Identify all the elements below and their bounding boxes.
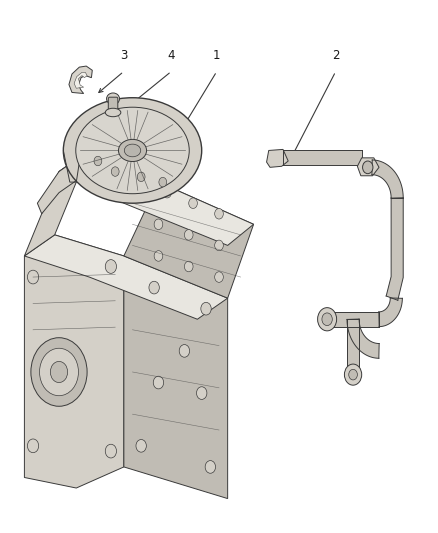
Polygon shape xyxy=(25,150,89,256)
Circle shape xyxy=(154,251,163,261)
Circle shape xyxy=(184,230,193,240)
Circle shape xyxy=(215,272,223,282)
Circle shape xyxy=(184,261,193,272)
Ellipse shape xyxy=(76,107,189,193)
Circle shape xyxy=(179,344,190,357)
Ellipse shape xyxy=(118,140,147,161)
Circle shape xyxy=(153,376,164,389)
Circle shape xyxy=(28,270,39,284)
Circle shape xyxy=(349,369,357,380)
Circle shape xyxy=(205,461,215,473)
Polygon shape xyxy=(347,319,379,358)
Circle shape xyxy=(215,208,223,219)
Text: 2: 2 xyxy=(332,49,339,62)
Circle shape xyxy=(363,161,373,174)
Circle shape xyxy=(31,338,87,406)
Circle shape xyxy=(50,361,67,383)
Circle shape xyxy=(94,156,102,166)
Circle shape xyxy=(111,167,119,176)
Circle shape xyxy=(322,313,332,326)
Polygon shape xyxy=(124,256,228,498)
Polygon shape xyxy=(59,150,254,245)
Polygon shape xyxy=(372,160,403,198)
Ellipse shape xyxy=(105,108,121,117)
Polygon shape xyxy=(25,235,228,319)
Polygon shape xyxy=(357,158,379,176)
Circle shape xyxy=(137,172,145,182)
Polygon shape xyxy=(69,66,92,93)
Polygon shape xyxy=(37,150,89,214)
Text: 4: 4 xyxy=(168,49,175,62)
Polygon shape xyxy=(74,72,87,88)
Circle shape xyxy=(189,198,198,208)
Polygon shape xyxy=(379,298,403,327)
Circle shape xyxy=(39,348,78,395)
Text: 3: 3 xyxy=(120,49,127,62)
Circle shape xyxy=(215,240,223,251)
Polygon shape xyxy=(25,235,124,488)
Polygon shape xyxy=(327,312,379,327)
Ellipse shape xyxy=(64,98,202,203)
Circle shape xyxy=(159,177,167,187)
Circle shape xyxy=(28,439,39,453)
Circle shape xyxy=(197,387,207,399)
FancyBboxPatch shape xyxy=(108,97,118,115)
Circle shape xyxy=(163,188,171,198)
Ellipse shape xyxy=(124,144,141,157)
Circle shape xyxy=(344,364,362,385)
Circle shape xyxy=(318,308,337,331)
Text: 1: 1 xyxy=(213,49,221,62)
Circle shape xyxy=(149,281,159,294)
Circle shape xyxy=(154,219,163,230)
Circle shape xyxy=(201,302,211,315)
Polygon shape xyxy=(347,319,359,372)
Circle shape xyxy=(136,440,146,452)
Polygon shape xyxy=(386,198,403,300)
Polygon shape xyxy=(283,150,362,165)
Polygon shape xyxy=(124,182,254,298)
Polygon shape xyxy=(267,149,288,167)
Circle shape xyxy=(105,260,117,273)
Ellipse shape xyxy=(106,93,120,104)
Circle shape xyxy=(105,444,117,458)
